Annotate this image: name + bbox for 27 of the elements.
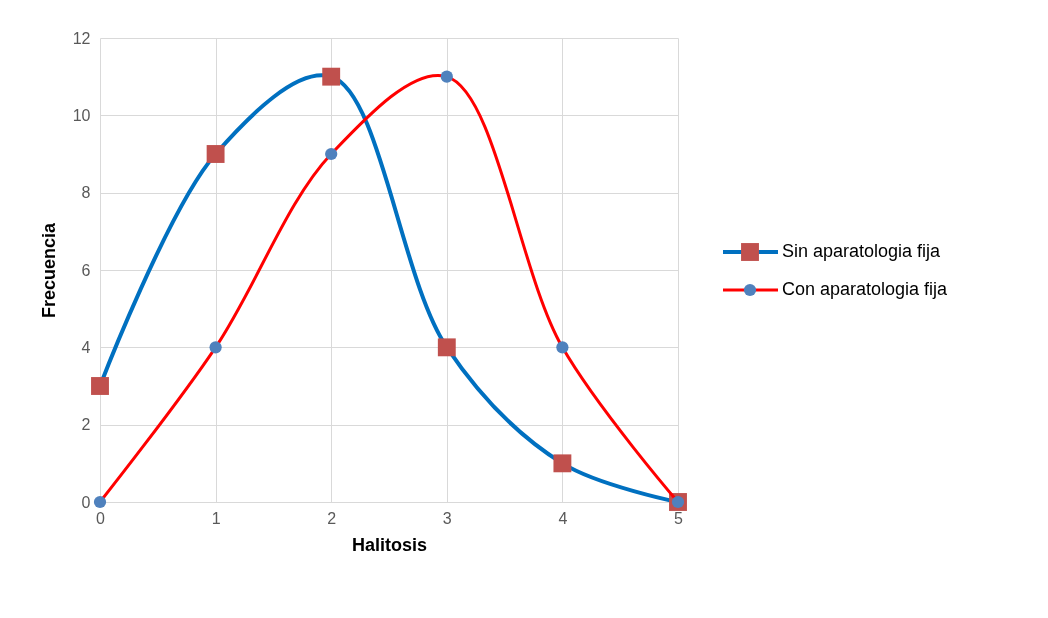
y-tick-label: 4	[81, 338, 91, 356]
x-tick-label: 5	[674, 509, 684, 527]
point	[322, 67, 341, 86]
point	[209, 341, 222, 354]
point	[553, 454, 572, 473]
y-tick-label: 10	[72, 106, 91, 124]
y-tick-label: 8	[81, 184, 91, 202]
point	[440, 70, 453, 83]
x-tick-label: 3	[442, 509, 452, 527]
y-axis-title: Frecuencia	[38, 221, 59, 319]
y-tick-label: 6	[81, 261, 91, 279]
point	[437, 338, 456, 357]
point	[91, 377, 109, 395]
legend-label: Con aparatologia fija	[782, 279, 949, 299]
x-axis-title: Halitosis	[351, 534, 428, 555]
x-tick-label: 4	[558, 509, 568, 527]
y-tick-label: 12	[72, 29, 91, 47]
y-tick-label: 0	[81, 493, 91, 511]
point	[206, 145, 225, 163]
y-tick-label: 2	[81, 416, 91, 434]
x-tick-label: 2	[327, 509, 337, 527]
point	[93, 495, 107, 509]
point	[556, 341, 569, 354]
x-tick-label: 1	[211, 509, 221, 527]
x-tick-label: 0	[96, 509, 106, 527]
point	[325, 147, 338, 161]
legend-label: Sin aparatologia fija	[782, 241, 942, 261]
